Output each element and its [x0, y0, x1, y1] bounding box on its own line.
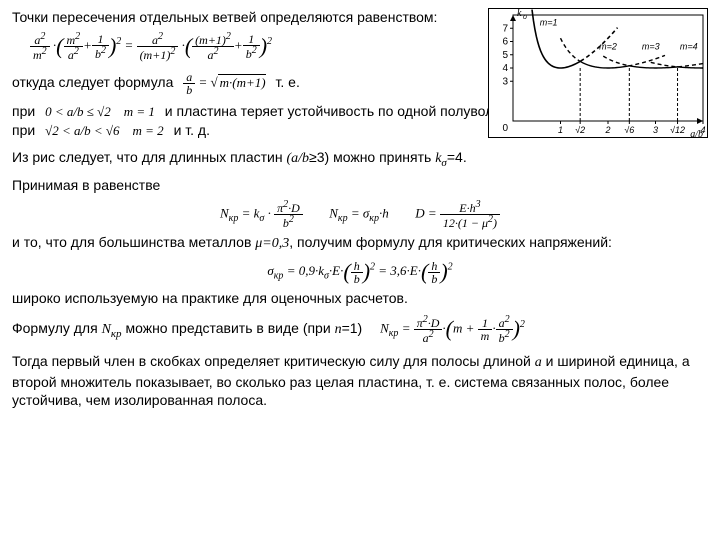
svg-text:1: 1: [558, 125, 563, 135]
svg-text:m=1: m=1: [540, 18, 558, 28]
assuming-text: Принимая в равенстве: [12, 176, 708, 194]
widely-used-text: широко используемую на практике для оцен…: [12, 289, 708, 307]
svg-text:5: 5: [502, 50, 508, 61]
buckling-coefficient-chart: 345671√22√63√1240kσa/bm=1m=2m=3m=4: [488, 8, 708, 138]
p2a: откуда следует формула: [12, 74, 173, 90]
metals-text: и то, что для большинства металлов μ=0,3…: [12, 233, 708, 253]
p3c: при: [12, 122, 35, 138]
svg-text:k: k: [517, 9, 522, 19]
p3d: и т. д.: [174, 122, 210, 138]
p9a: Тогда первый член в скобках определяет к…: [12, 353, 535, 369]
svg-text:m=4: m=4: [680, 41, 698, 51]
svg-text:7: 7: [502, 23, 508, 34]
ncr-formula-text: Формулу для Nкр можно представить в виде…: [12, 315, 708, 344]
svg-text:4: 4: [502, 63, 508, 74]
svg-text:3: 3: [502, 76, 508, 87]
svg-text:√2: √2: [575, 125, 585, 135]
p8b: N: [102, 323, 111, 338]
p2b: т. е.: [276, 74, 300, 90]
p3b: и пластина теряет устойчивость по одной …: [165, 103, 513, 119]
p8a: Формулу для: [12, 321, 102, 337]
svg-text:m=3: m=3: [642, 41, 660, 51]
equation-definitions: Nкр = kσ · π2·Db2 Nкр = σкр·h D = E·h312…: [12, 200, 708, 229]
p8f: =1): [342, 321, 363, 337]
p3a: при: [12, 103, 35, 119]
p4a: Из рис следует, что для длинных пластин: [12, 149, 286, 165]
p6c: , получим формулу для критических напряж…: [289, 234, 612, 250]
p7: широко используемую на практике для оцен…: [12, 290, 408, 306]
p4c: ≥3) можно принять: [309, 149, 435, 165]
p1: Точки пересечения отдельных ветвей опред…: [12, 9, 437, 25]
p4b: (a/b: [286, 151, 309, 166]
p8d: можно представить в виде (при: [122, 321, 335, 337]
svg-text:3: 3: [653, 125, 658, 135]
svg-text:0: 0: [502, 123, 508, 134]
p4f: =4.: [447, 149, 467, 165]
svg-text:√6: √6: [624, 125, 634, 135]
svg-text:√12: √12: [670, 125, 685, 135]
p6a: и то, что для большинства металлов: [12, 234, 255, 250]
p8e: n: [335, 323, 342, 338]
svg-text:a/b: a/b: [690, 129, 703, 139]
svg-text:2: 2: [604, 125, 610, 135]
conclusion-text: Тогда первый член в скобках определяет к…: [12, 352, 708, 409]
p9b: a: [535, 355, 542, 370]
svg-text:6: 6: [502, 37, 508, 48]
long-plates-text: Из рис следует, что для длинных пластин …: [12, 148, 708, 170]
p8c: кр: [111, 328, 122, 340]
intro-text: Точки пересечения отдельных ветвей опред…: [12, 8, 492, 26]
p6b: μ=0,3: [255, 236, 289, 251]
svg-text:m=2: m=2: [599, 41, 617, 51]
p5: Принимая в равенстве: [12, 177, 160, 193]
equation-critical-stress: σкр = 0,9·kσ·E·(hb)2 = 3,6·E·(hb)2: [12, 259, 708, 285]
